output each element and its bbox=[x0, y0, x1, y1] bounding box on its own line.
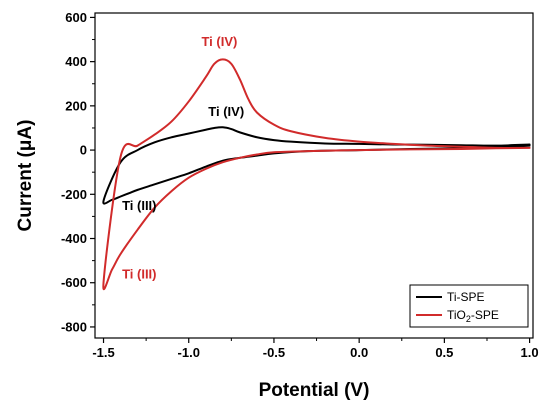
y-axis-title: Current (μA) bbox=[15, 120, 36, 232]
y-tick-label: -800 bbox=[61, 319, 87, 334]
axis-ticks: -1.5 -1.0 -0.5 0.0 0.5 1.0 -800 -600 -400 -200 0 20… bbox=[61, 10, 539, 360]
x-tick-label: 1.0 bbox=[521, 345, 539, 360]
peak-annotation: Ti (III) bbox=[122, 266, 156, 281]
x-tick-label: -0.5 bbox=[263, 345, 285, 360]
series-line-tio2-spe bbox=[102, 58, 531, 291]
peak-annotation: Ti (III) bbox=[122, 198, 156, 213]
x-axis-title: Potential (V) bbox=[259, 380, 370, 401]
y-tick-label: -200 bbox=[61, 187, 87, 202]
annotations: Ti (IV) Ti (IV) Ti (III) Ti (III) bbox=[122, 34, 244, 281]
x-tick-label: 0.5 bbox=[435, 345, 453, 360]
plot-area-border bbox=[94, 12, 534, 339]
legend-label: Ti-SPE bbox=[447, 290, 485, 304]
plot-frame bbox=[94, 12, 534, 339]
data-series bbox=[102, 58, 531, 291]
y-tick-label: 0 bbox=[80, 143, 87, 158]
y-tick-label: 400 bbox=[65, 54, 87, 69]
peak-annotation: Ti (IV) bbox=[208, 104, 244, 119]
legend: Ti-SPE TiO2-SPE bbox=[409, 284, 529, 328]
y-tick-label: 600 bbox=[65, 10, 87, 25]
x-tick-label: -1.0 bbox=[178, 345, 200, 360]
peak-annotation: Ti (IV) bbox=[201, 34, 237, 49]
y-tick-label: -400 bbox=[61, 231, 87, 246]
legend-label: TiO2-SPE bbox=[447, 308, 499, 324]
series-line-ti-spe bbox=[102, 126, 531, 205]
y-tick-label: 200 bbox=[65, 98, 87, 113]
x-tick-label: 0.0 bbox=[350, 345, 368, 360]
x-tick-label: -1.5 bbox=[92, 345, 114, 360]
legend-box bbox=[409, 284, 529, 328]
y-tick-label: -600 bbox=[61, 275, 87, 290]
